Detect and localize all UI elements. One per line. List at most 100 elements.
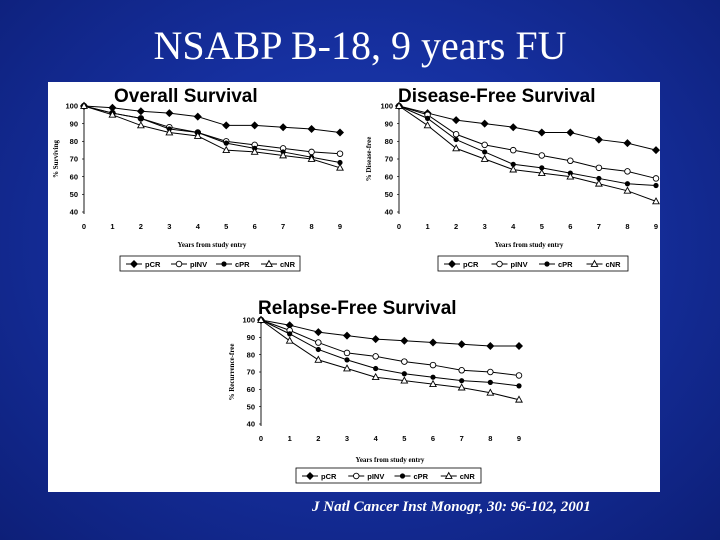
series-pcr: [395, 102, 660, 155]
y-tick-label: 70: [70, 155, 78, 164]
y-tick-label: 40: [70, 208, 78, 217]
data-point: [457, 340, 466, 349]
y-tick-label: 70: [247, 368, 255, 377]
data-point: [108, 103, 117, 112]
data-point: [566, 172, 575, 180]
series-line: [260, 319, 519, 347]
data-point: [452, 116, 461, 125]
legend-marker: [306, 472, 314, 480]
y-tick-label: 60: [247, 385, 255, 394]
data-point: [279, 123, 288, 132]
data-point: [222, 145, 231, 154]
x-tick-label: 5: [402, 434, 406, 443]
legend-label: pINV: [511, 260, 528, 269]
data-point: [193, 131, 202, 139]
data-point: [400, 376, 409, 384]
legend-label: pINV: [190, 260, 207, 269]
x-axis-label: Years from study entry: [495, 241, 564, 249]
data-point: [165, 109, 174, 118]
x-tick-label: 5: [540, 222, 544, 231]
data-point: [193, 112, 202, 121]
data-point: [480, 154, 489, 162]
y-tick-label: 60: [70, 172, 78, 181]
x-tick-label: 7: [281, 222, 285, 231]
data-point: [108, 110, 117, 118]
legend-marker: [448, 260, 456, 268]
x-tick-label: 2: [316, 434, 320, 443]
legend-marker: [221, 261, 227, 267]
data-point: [595, 164, 603, 172]
data-point: [336, 128, 344, 137]
x-tick-label: 4: [374, 434, 379, 443]
x-tick-label: 0: [259, 434, 263, 443]
x-tick-label: 7: [460, 434, 464, 443]
data-point: [594, 135, 603, 144]
data-point: [138, 115, 144, 121]
data-point: [80, 101, 88, 109]
data-point: [623, 139, 632, 148]
data-point: [395, 101, 403, 109]
chart-disease-free-survival: Disease-Free Survival 40 50 60 70 80 90 100 0 1 2 3…: [365, 86, 660, 272]
x-tick-label: 7: [597, 222, 601, 231]
x-tick-label: 1: [110, 222, 114, 231]
data-point: [537, 128, 546, 137]
legend-label: pINV: [367, 472, 384, 481]
x-tick-label: 1: [288, 434, 292, 443]
data-point: [596, 175, 602, 182]
data-point: [400, 336, 409, 345]
legend-marker: [353, 472, 360, 480]
chart-overall-survival: Overall Survival 40 50 60 70 80 90 100 0 1 2 3 4 5 6 7 8…: [52, 86, 344, 272]
data-point: [594, 179, 603, 187]
data-point: [486, 342, 495, 350]
legend-marker: [590, 259, 599, 267]
data-point: [401, 358, 408, 365]
legend-marker: [496, 260, 503, 268]
legend-label: cPR: [235, 260, 250, 269]
series-line: [83, 105, 341, 169]
legend-box: [295, 467, 482, 484]
data-point: [315, 346, 321, 353]
legend-label: cPR: [558, 260, 573, 269]
series-cpr: [258, 317, 522, 389]
data-point: [223, 140, 229, 146]
data-point: [257, 315, 265, 323]
legend-box: [119, 255, 301, 272]
data-point: [307, 154, 316, 162]
legend-label: pCR: [145, 260, 161, 269]
legend-label: pCR: [321, 472, 337, 481]
data-point: [307, 124, 316, 133]
data-point: [279, 151, 288, 159]
data-point: [515, 395, 523, 403]
y-tick-label: 40: [385, 208, 393, 217]
data-point: [452, 144, 461, 152]
series-line: [83, 105, 341, 155]
figure-panel: Overall Survival 40 50 60 70 80 90 100 0 1 2 3 4 5 6 7 8…: [48, 82, 660, 492]
chart-title: Disease-Free Survival: [398, 86, 596, 107]
data-point: [222, 121, 231, 130]
y-axis-label: % Recurrence-free: [228, 343, 236, 400]
data-point: [337, 159, 343, 166]
legend-marker: [399, 473, 406, 479]
legend-box: [437, 255, 629, 272]
data-point: [287, 331, 293, 337]
series-cnr: [257, 315, 523, 403]
series-line: [398, 105, 657, 151]
y-tick-label: 100: [242, 316, 255, 325]
data-point: [372, 353, 379, 360]
series-line: [83, 105, 341, 133]
data-point: [487, 368, 494, 376]
y-tick-label: 100: [380, 102, 393, 111]
y-tick-label: 50: [70, 190, 78, 199]
legend: pCR pINV cPR cNR: [437, 255, 629, 272]
series-line: [260, 319, 520, 376]
x-tick-label: 0: [397, 222, 401, 231]
data-point: [539, 165, 545, 171]
slide-title: NSABP B-18, 9 years FU: [153, 23, 567, 68]
y-axis-label: % Surviving: [52, 140, 60, 178]
x-tick-label: 4: [196, 222, 201, 231]
data-point: [314, 328, 323, 337]
data-point: [510, 161, 516, 167]
data-point: [509, 123, 518, 132]
x-tick-label: 6: [568, 222, 572, 231]
chart-title: Overall Survival: [114, 86, 258, 107]
